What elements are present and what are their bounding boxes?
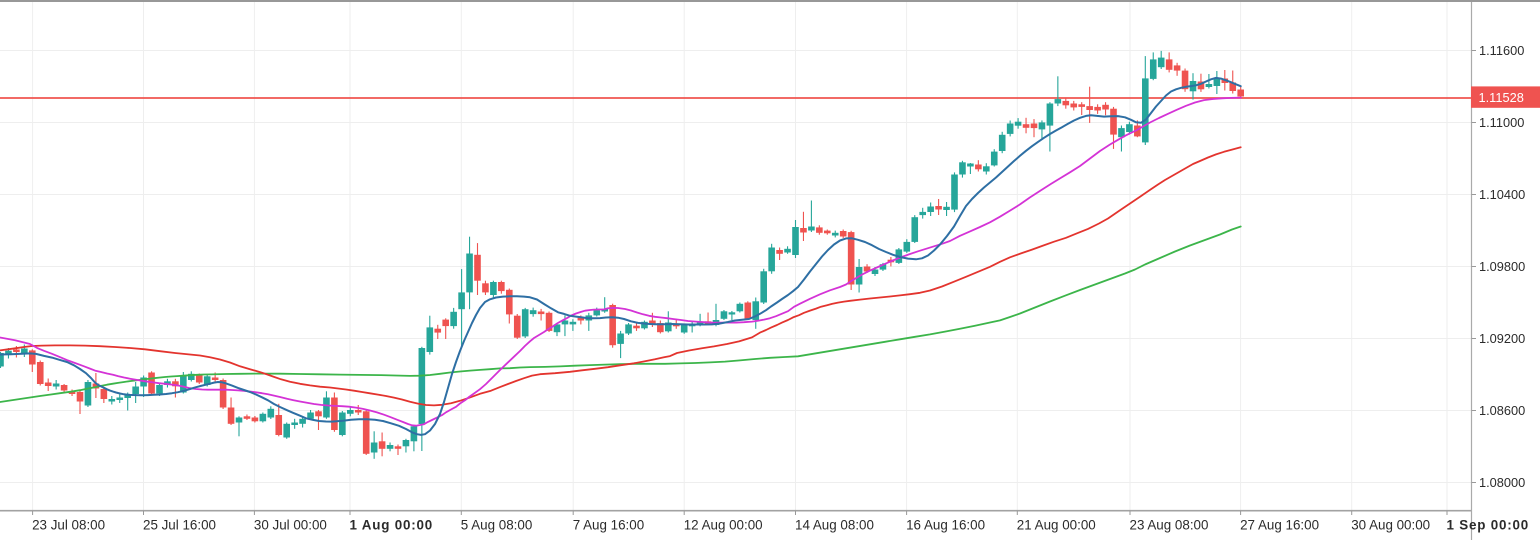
svg-text:1.09200: 1.09200 bbox=[1479, 331, 1525, 346]
svg-text:1 Aug 00:00: 1 Aug 00:00 bbox=[350, 517, 433, 532]
svg-text:1.10400: 1.10400 bbox=[1479, 187, 1525, 202]
svg-text:14 Aug 08:00: 14 Aug 08:00 bbox=[795, 517, 874, 532]
svg-text:5 Aug 08:00: 5 Aug 08:00 bbox=[461, 517, 532, 532]
svg-text:1.11600: 1.11600 bbox=[1479, 43, 1524, 58]
svg-text:21 Aug 00:00: 21 Aug 00:00 bbox=[1017, 517, 1096, 532]
svg-text:1.11000: 1.11000 bbox=[1479, 115, 1524, 130]
svg-text:25 Jul 16:00: 25 Jul 16:00 bbox=[143, 517, 216, 532]
svg-text:23 Jul 08:00: 23 Jul 08:00 bbox=[32, 517, 105, 532]
svg-text:12 Aug 00:00: 12 Aug 00:00 bbox=[684, 517, 763, 532]
svg-text:1.08000: 1.08000 bbox=[1479, 475, 1525, 490]
svg-text:30 Jul 00:00: 30 Jul 00:00 bbox=[254, 517, 327, 532]
svg-text:1.08600: 1.08600 bbox=[1479, 403, 1525, 418]
svg-text:27 Aug 16:00: 27 Aug 16:00 bbox=[1240, 517, 1319, 532]
svg-text:30 Aug 00:00: 30 Aug 00:00 bbox=[1351, 517, 1430, 532]
svg-text:23 Aug 08:00: 23 Aug 08:00 bbox=[1130, 517, 1209, 532]
svg-text:7 Aug 16:00: 7 Aug 16:00 bbox=[573, 517, 644, 532]
svg-text:1.09800: 1.09800 bbox=[1479, 259, 1525, 274]
svg-text:16 Aug 16:00: 16 Aug 16:00 bbox=[906, 517, 985, 532]
svg-text:1 Sep 00:00: 1 Sep 00:00 bbox=[1447, 517, 1530, 532]
svg-text:1.11528: 1.11528 bbox=[1479, 90, 1524, 105]
